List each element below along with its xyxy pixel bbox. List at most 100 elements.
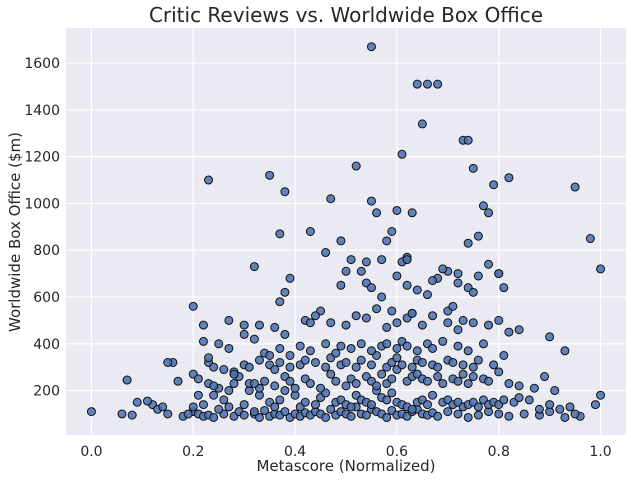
data-point [351, 379, 361, 389]
data-point [158, 402, 168, 412]
data-point [366, 283, 376, 293]
data-point [173, 376, 183, 386]
data-point [275, 343, 285, 353]
data-point [142, 396, 152, 406]
data-point [326, 318, 336, 328]
y-tick-label: 1400 [24, 103, 60, 119]
data-point [484, 208, 494, 218]
data-point [514, 381, 524, 391]
data-point [249, 379, 259, 389]
plot-background [66, 28, 626, 435]
data-point [392, 343, 402, 353]
data-point [468, 362, 478, 372]
data-point [422, 400, 432, 410]
data-point [366, 42, 376, 52]
data-point [209, 381, 219, 391]
data-point [387, 227, 397, 236]
data-point [473, 355, 483, 365]
data-point [346, 402, 356, 412]
data-point [239, 320, 249, 330]
data-point [438, 264, 448, 274]
data-point [560, 412, 570, 422]
data-point [122, 375, 132, 385]
data-point [585, 234, 595, 244]
data-point [239, 329, 249, 339]
data-point [565, 402, 575, 412]
data-point [377, 369, 387, 379]
data-point [448, 301, 458, 311]
data-point [86, 407, 96, 417]
y-tick-labels: 200 400 600 800 1000 1200 1400 1600 [24, 56, 60, 399]
data-point [453, 269, 463, 279]
data-point [397, 149, 407, 159]
data-point [326, 194, 336, 204]
data-point [504, 379, 514, 389]
data-point [412, 79, 422, 89]
data-point [331, 348, 341, 358]
data-point [219, 365, 229, 375]
x-tick-label: 0.8 [488, 444, 510, 460]
data-point [336, 341, 346, 351]
data-point [285, 350, 295, 360]
data-point [377, 255, 387, 265]
data-point [341, 381, 351, 391]
data-point [463, 346, 473, 356]
data-point [270, 365, 280, 375]
data-point [570, 409, 580, 419]
data-point [499, 283, 509, 293]
data-point [280, 329, 290, 339]
data-point [468, 372, 478, 382]
data-point [489, 360, 499, 370]
data-point [534, 404, 544, 414]
data-point [219, 395, 229, 405]
data-point [443, 407, 453, 417]
data-point [321, 339, 331, 349]
data-point [407, 208, 417, 218]
data-point [244, 362, 254, 372]
data-point [356, 339, 366, 349]
data-point [504, 411, 514, 421]
data-point [453, 278, 463, 288]
x-tick-label: 0.6 [386, 444, 408, 460]
data-point [397, 360, 407, 370]
data-point [458, 360, 468, 370]
data-point [382, 395, 392, 405]
data-points [86, 42, 606, 422]
data-point [428, 276, 438, 286]
data-point [489, 180, 499, 190]
data-point [366, 360, 376, 370]
data-point [463, 379, 473, 389]
data-point [473, 410, 483, 420]
x-tick-label: 1.0 [589, 444, 611, 460]
data-point [209, 412, 219, 422]
data-point [321, 362, 331, 372]
data-point [387, 388, 397, 398]
data-point [239, 400, 249, 410]
data-point [249, 407, 259, 417]
gridlines [66, 28, 626, 435]
data-point [280, 187, 290, 197]
data-point [494, 269, 504, 279]
data-point [356, 355, 366, 365]
y-tick-label: 1200 [24, 150, 60, 166]
data-point [321, 248, 331, 258]
chart-title: Critic Reviews vs. Worldwide Box Office [149, 3, 543, 27]
data-point [514, 325, 524, 335]
y-tick-label: 800 [33, 243, 60, 259]
data-point [127, 410, 137, 420]
data-point [422, 79, 432, 89]
data-point [504, 327, 514, 337]
data-point [433, 411, 443, 421]
data-point [305, 318, 315, 328]
data-point [422, 290, 432, 300]
data-point [275, 395, 285, 405]
data-point [188, 301, 198, 311]
data-point [453, 325, 463, 335]
data-point [499, 350, 509, 360]
data-point [280, 386, 290, 396]
data-point [310, 311, 320, 321]
data-point [412, 285, 422, 295]
data-point [336, 280, 346, 290]
data-point [285, 376, 295, 386]
data-point [209, 390, 219, 400]
